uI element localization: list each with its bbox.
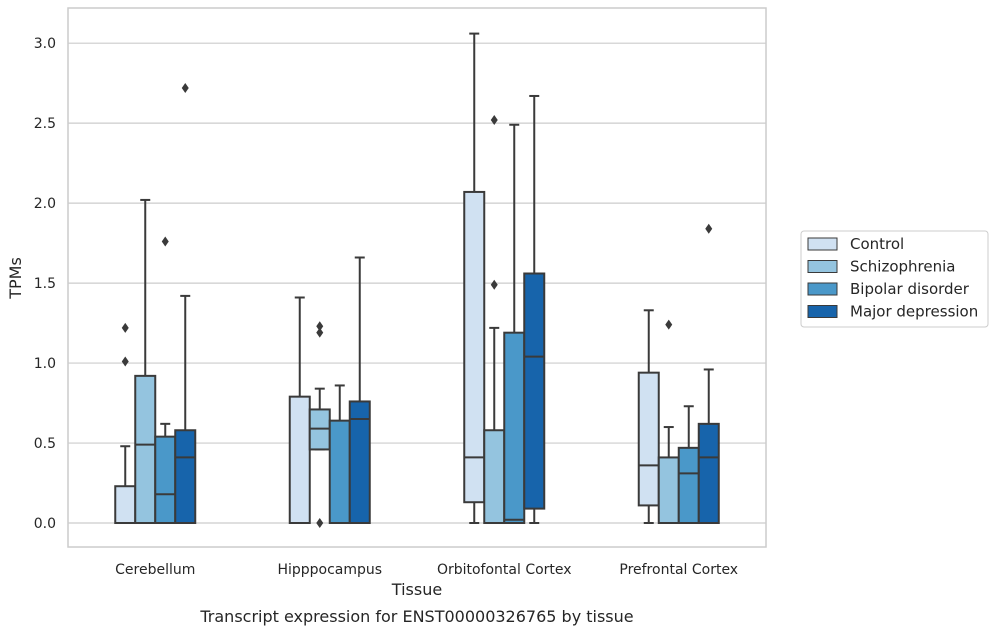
box-body	[657, 456, 680, 525]
outlier-point	[490, 279, 498, 290]
box-body	[134, 374, 157, 525]
x-axis-title: Tissue	[391, 580, 442, 599]
y-tick-label: 0.0	[34, 516, 56, 532]
box-group	[328, 384, 351, 525]
legend-swatch	[807, 282, 838, 296]
box-body	[174, 429, 197, 525]
y-tick-label: 1.0	[34, 356, 56, 372]
box-group	[677, 405, 700, 525]
box-body	[677, 446, 700, 525]
box-body	[523, 272, 546, 510]
box-group	[288, 296, 311, 525]
box-body	[328, 419, 351, 525]
outlier-point	[121, 322, 129, 333]
box-group	[463, 32, 486, 525]
box-group	[697, 223, 720, 525]
outlier-point	[665, 319, 673, 330]
box-body	[288, 395, 311, 525]
box-group	[154, 236, 177, 525]
x-tick-label: Orbitofontal Cortex	[437, 562, 572, 578]
box-group	[114, 322, 137, 525]
x-tick-label: Cerebellum	[115, 562, 195, 578]
legend-swatch	[807, 260, 838, 273]
outlier-point	[490, 114, 498, 125]
y-tick-label: 1.5	[34, 276, 56, 292]
box-body	[463, 190, 486, 504]
box-body	[503, 331, 526, 525]
legend-label: Schizophrenia	[850, 258, 955, 276]
outlier-point	[181, 82, 189, 93]
plot-frame	[67, 7, 767, 548]
outlier-point	[316, 321, 324, 332]
box-body	[348, 400, 371, 525]
legend-frame	[800, 230, 989, 328]
outlier-point	[316, 327, 324, 338]
outlier-point	[705, 223, 713, 234]
y-tick-label: 2.5	[34, 116, 56, 132]
box-group	[503, 123, 526, 525]
legend-swatch	[807, 305, 838, 318]
legend-swatch	[807, 237, 838, 251]
box-group	[637, 309, 660, 525]
box-body	[637, 371, 660, 507]
legend-label: Bipolar disorder	[850, 280, 970, 298]
box-body	[154, 435, 177, 525]
box-group	[483, 114, 506, 525]
x-tick-labels: Cerebellum Hipppocampus Orbitofontal Corte…	[115, 562, 738, 578]
box-group	[308, 321, 331, 529]
outlier-point	[316, 518, 324, 529]
y-tick-label: 3.0	[34, 36, 56, 52]
y-axis-title: TPMs	[6, 257, 25, 300]
outlier-point	[161, 236, 169, 247]
outlier-point	[121, 356, 129, 367]
box-group	[134, 198, 157, 525]
box-group	[657, 319, 680, 525]
box-group	[523, 94, 546, 525]
legend-label: Major depression	[850, 303, 978, 321]
legend: Control Schizophrenia Bipolar disorder Majo…	[800, 230, 989, 328]
box-series	[114, 32, 720, 529]
y-tick-labels: 0.0 0.5 1.0 1.5 2.0 2.5 3.0	[34, 36, 56, 532]
box-group	[348, 256, 371, 525]
x-tick-label: Prefrontal Cortex	[619, 562, 738, 578]
box-body	[114, 485, 137, 525]
chart-caption: Transcript expression for ENST0000032676…	[199, 607, 633, 626]
legend-label: Control	[850, 235, 904, 253]
y-tick-label: 0.5	[34, 436, 56, 452]
x-tick-label: Hipppocampus	[277, 562, 382, 578]
y-tick-label: 2.0	[34, 196, 56, 212]
box-body	[697, 422, 720, 525]
box-body	[483, 429, 506, 525]
box-group	[174, 82, 197, 525]
